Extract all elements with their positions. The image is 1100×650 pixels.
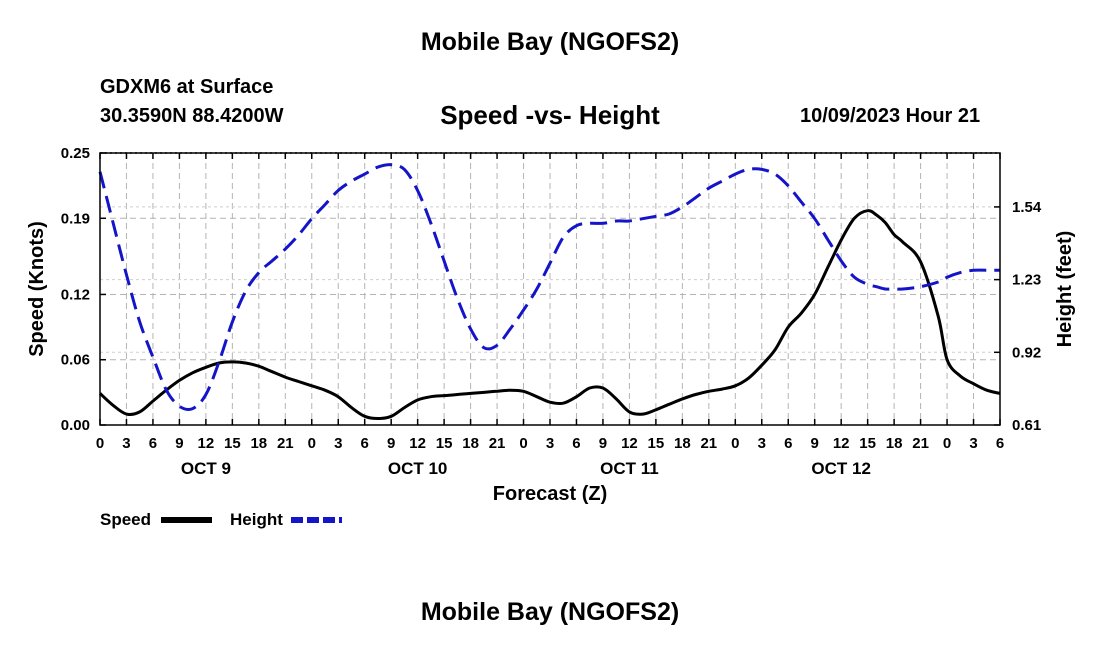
x-tick-label: 21 <box>277 435 294 452</box>
day-label: OCT 12 <box>811 459 871 478</box>
day-label: OCT 10 <box>388 459 448 478</box>
x-tick-label: 6 <box>149 435 157 452</box>
x-tick-label: 6 <box>996 435 1004 452</box>
x-tick-label: 12 <box>409 435 426 452</box>
series <box>98 163 1001 420</box>
datetime-label: 10/09/2023 Hour 21 <box>800 105 981 127</box>
y-left-tick-label: 0.06 <box>61 352 90 369</box>
y-right-tick-label: 1.23 <box>1012 272 1041 289</box>
y-left-tick-label: 0.19 <box>61 210 90 227</box>
x-tick-label: 0 <box>519 435 527 452</box>
x-tick-label: 21 <box>700 435 717 452</box>
x-tick-label: 12 <box>833 435 850 452</box>
y-right-tick-label: 0.61 <box>1012 417 1041 434</box>
x-tick-label: 21 <box>489 435 506 452</box>
legend-label-height: Height <box>230 510 283 529</box>
x-tick-label: 18 <box>462 435 479 452</box>
x-tick-label: 9 <box>387 435 395 452</box>
second-chart-title: Mobile Bay (NGOFS2) <box>420 598 680 626</box>
x-tick-label: 15 <box>648 435 665 452</box>
x-tick-label: 0 <box>943 435 951 452</box>
x-tick-label: 15 <box>859 435 876 452</box>
day-label: OCT 11 <box>600 459 659 478</box>
x-tick-label: 0 <box>731 435 739 452</box>
legend: Speed Height <box>100 510 342 529</box>
x-tick-label: 0 <box>308 435 316 452</box>
x-tick-label: 6 <box>784 435 792 452</box>
chart-title: Mobile Bay (NGOFS2) <box>420 28 680 56</box>
y-left-tick-label: 0.12 <box>61 286 90 303</box>
x-tick-label: 3 <box>758 435 766 452</box>
x-tick-label: 9 <box>811 435 819 452</box>
series-line-speed <box>98 209 1001 420</box>
x-tick-label: 18 <box>886 435 903 452</box>
x-tick-label: 12 <box>198 435 215 452</box>
x-tick-label: 9 <box>599 435 607 452</box>
x-tick-label: 3 <box>969 435 977 452</box>
x-tick-label: 18 <box>674 435 691 452</box>
y-left-tick-label: 0.00 <box>61 417 90 434</box>
x-tick-label: 15 <box>436 435 453 452</box>
coordinates-label: 30.3590N 88.4200W <box>100 105 284 127</box>
y-left-axis-title: Speed (Knots) <box>26 221 48 357</box>
x-tick-label: 12 <box>621 435 638 452</box>
ticks <box>99 152 1001 426</box>
y-left-tick-label: 0.25 <box>61 145 90 162</box>
x-tick-label: 3 <box>334 435 342 452</box>
day-label: OCT 9 <box>181 459 231 478</box>
x-tick-label: 0 <box>96 435 104 452</box>
y-right-axis-title: Height (feet) <box>1054 231 1076 348</box>
x-tick-label: 15 <box>224 435 241 452</box>
y-right-tick-label: 0.92 <box>1012 344 1041 361</box>
series-line-height <box>98 163 1000 412</box>
x-axis-title: Forecast (Z) <box>493 483 607 505</box>
x-tick-label: 6 <box>572 435 580 452</box>
x-tick-label: 3 <box>122 435 130 452</box>
chart-subtitle: Speed -vs- Height <box>440 100 660 130</box>
x-tick-label: 9 <box>175 435 183 452</box>
legend-label-speed: Speed <box>100 510 151 529</box>
y-right-tick-label: 1.54 <box>1012 199 1042 216</box>
x-tick-label: 3 <box>546 435 554 452</box>
x-tick-label: 18 <box>250 435 267 452</box>
grid <box>100 153 1000 426</box>
x-tick-label: 21 <box>912 435 929 452</box>
station-label: GDXM6 at Surface <box>100 76 274 98</box>
x-tick-label: 6 <box>361 435 369 452</box>
axis-labels: 0 3 6 9 12 15 18 21 0 3 6 9 12 15 18 21 0 3 6 9 12 15 18 21 0 3 6 9… <box>26 145 1076 505</box>
